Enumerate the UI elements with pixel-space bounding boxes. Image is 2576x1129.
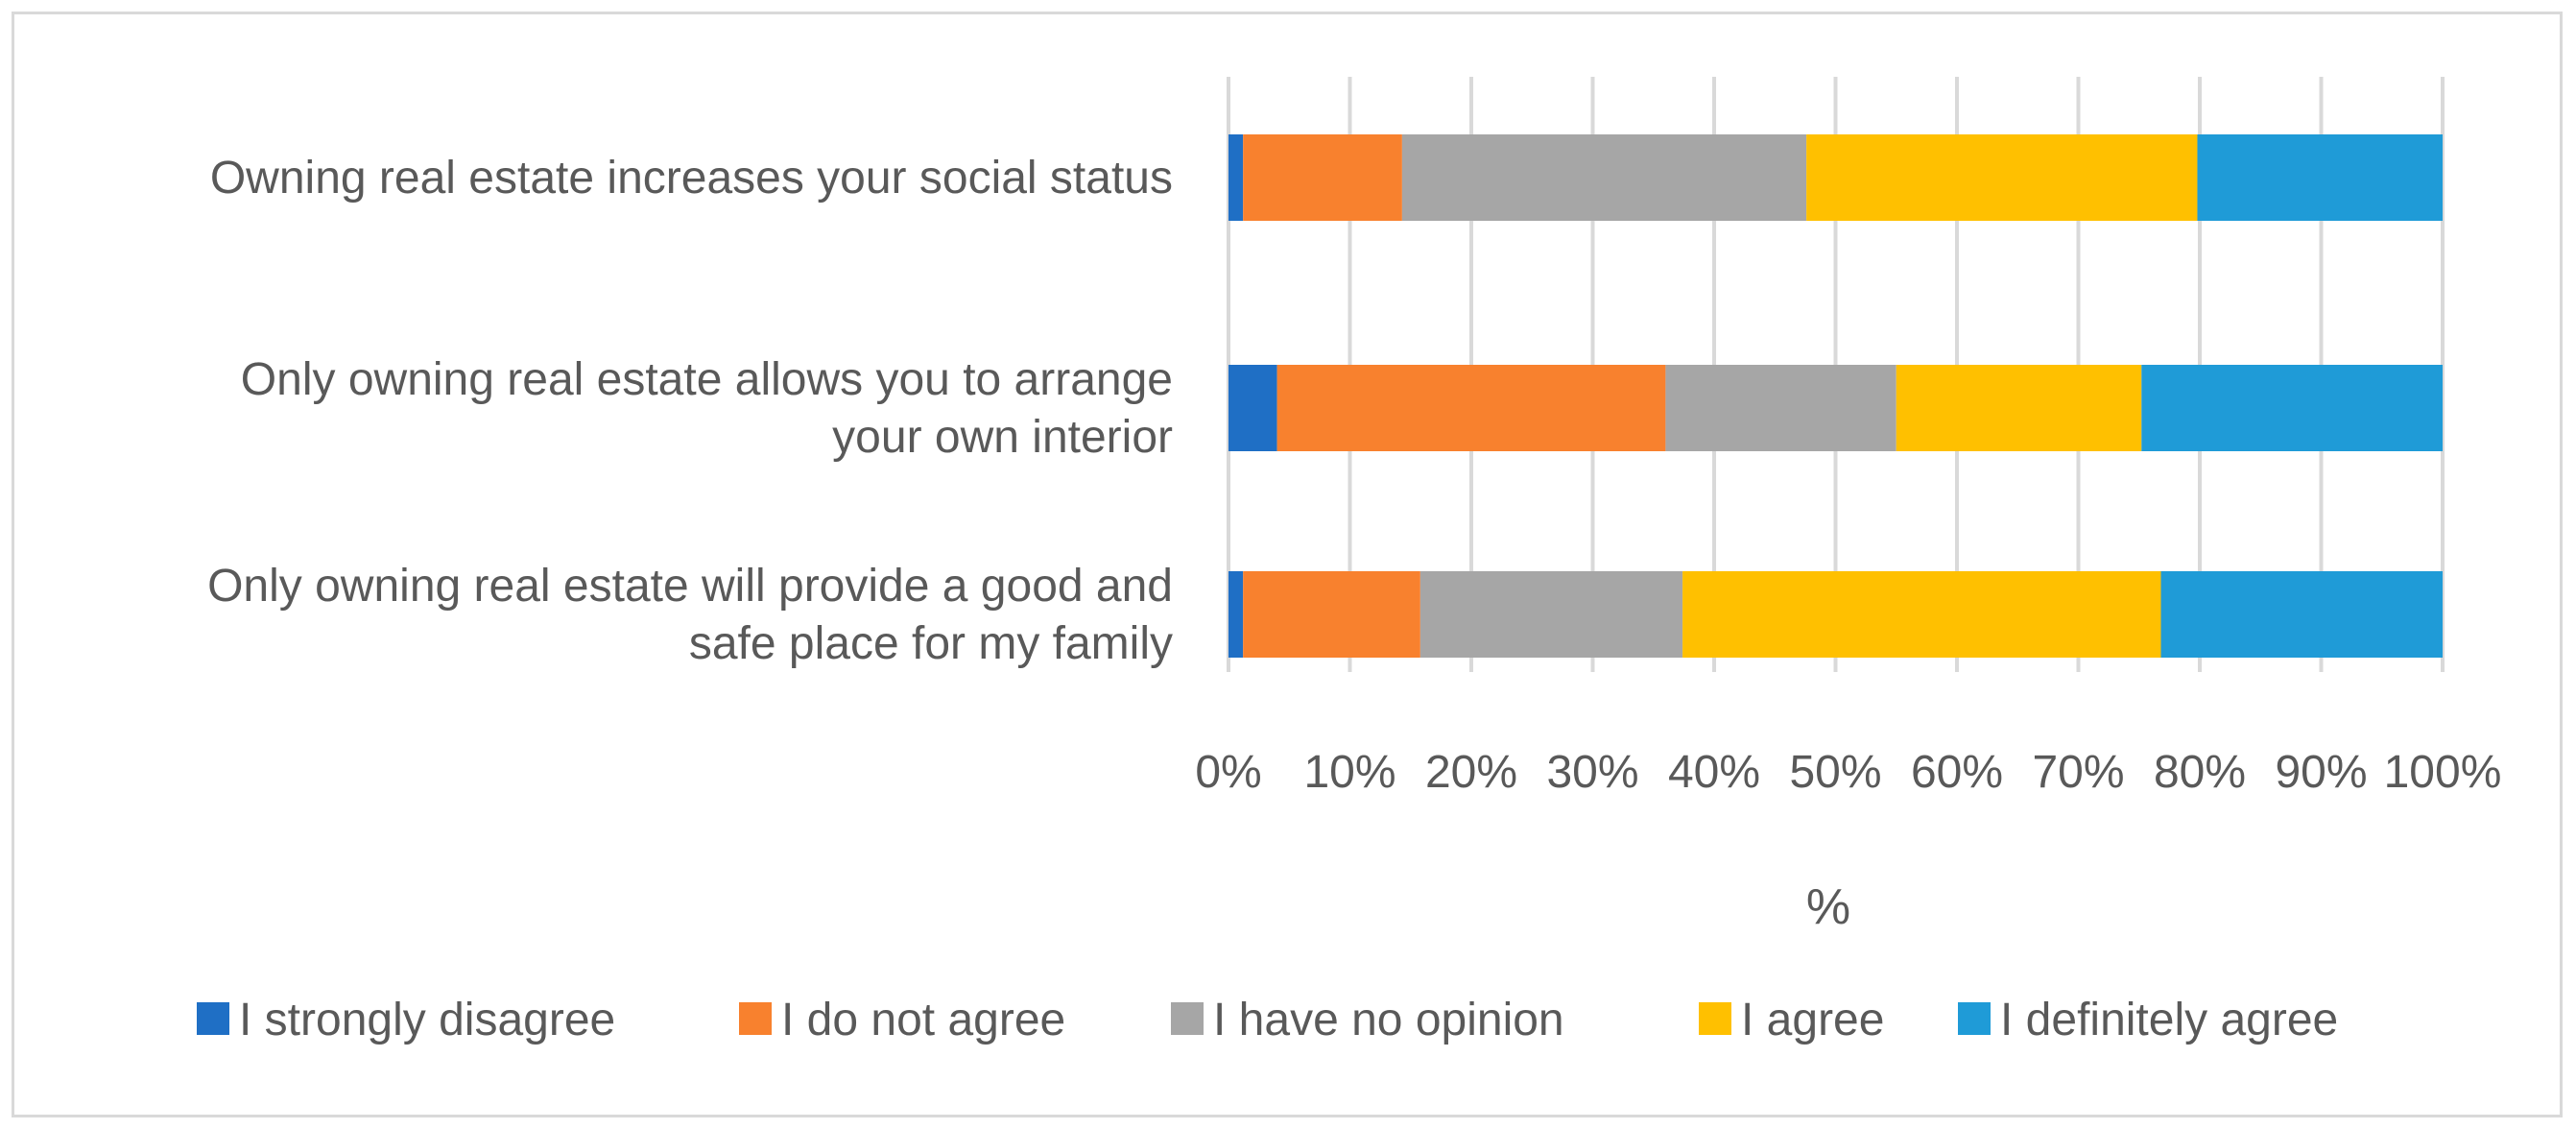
category-labels: Owning real estate increases your social… [207,153,1173,669]
category-label-2-line-1: Only owning real estate allows you to ar… [241,354,1173,405]
x-tick-10: 10% [1303,747,1395,798]
legend-label-i-do-not-agree: I do not agree [781,995,1065,1045]
bar-i-definitely-agree-category-1 [2197,134,2443,221]
x-tick-70: 70% [2032,747,2124,798]
bar-i-have-no-opinion-category-1 [1401,134,1807,221]
x-tick-50: 50% [1789,747,1881,798]
x-tick-90: 90% [2275,747,2367,798]
x-tick-20: 20% [1425,747,1517,798]
x-tick-labels: 0% 10% 20% 30% 40% 50% 60% 70% 80% 90% 100% [1195,747,2501,798]
x-axis-title: % [1806,879,1850,935]
bar-i-strongly-disagree-category-1 [1228,134,1244,221]
x-tick-60: 60% [1911,747,2003,798]
legend-label-i-strongly-disagree: I strongly disagree [239,995,615,1045]
category-label-3-line-1: Only owning real estate will provide a g… [207,561,1173,612]
legend-swatch-i-do-not-agree [739,1002,772,1035]
bar-i-definitely-agree-category-3 [2160,571,2443,658]
bar-i-do-not-agree-category-2 [1276,365,1666,451]
x-tick-40: 40% [1668,747,1760,798]
x-tick-100: 100% [2384,747,2502,798]
category-label-1-line-1: Owning real estate increases your social… [210,153,1173,204]
bar-i-strongly-disagree-category-3 [1228,571,1244,658]
bar-i-strongly-disagree-category-2 [1228,365,1277,451]
legend-label-i-agree: I agree [1741,995,1884,1045]
bar-i-definitely-agree-category-2 [2141,365,2443,451]
bar-i-agree-category-1 [1806,134,2198,221]
x-tick-0: 0% [1195,747,1261,798]
legend-swatch-i-agree [1699,1002,1731,1035]
legend-swatch-i-definitely-agree [1958,1002,1991,1035]
bar-i-do-not-agree-category-3 [1243,571,1420,658]
bar-i-agree-category-2 [1896,365,2142,451]
bar-i-have-no-opinion-category-2 [1665,365,1896,451]
x-tick-30: 30% [1546,747,1638,798]
category-label-2-line-2: your own interior [832,412,1173,463]
legend: I strongly disagree I do not agree I have … [197,995,2338,1045]
bar-i-agree-category-3 [1682,571,2161,658]
bar-i-do-not-agree-category-1 [1243,134,1402,221]
legend-swatch-i-strongly-disagree [197,1002,229,1035]
bars [1228,134,2443,658]
legend-label-i-definitely-agree: I definitely agree [2000,995,2338,1045]
legend-label-i-have-no-opinion: I have no opinion [1213,995,1564,1045]
legend-swatch-i-have-no-opinion [1171,1002,1204,1035]
x-tick-80: 80% [2154,747,2246,798]
bar-i-have-no-opinion-category-3 [1419,571,1683,658]
category-label-3-line-2: safe place for my family [689,618,1173,669]
